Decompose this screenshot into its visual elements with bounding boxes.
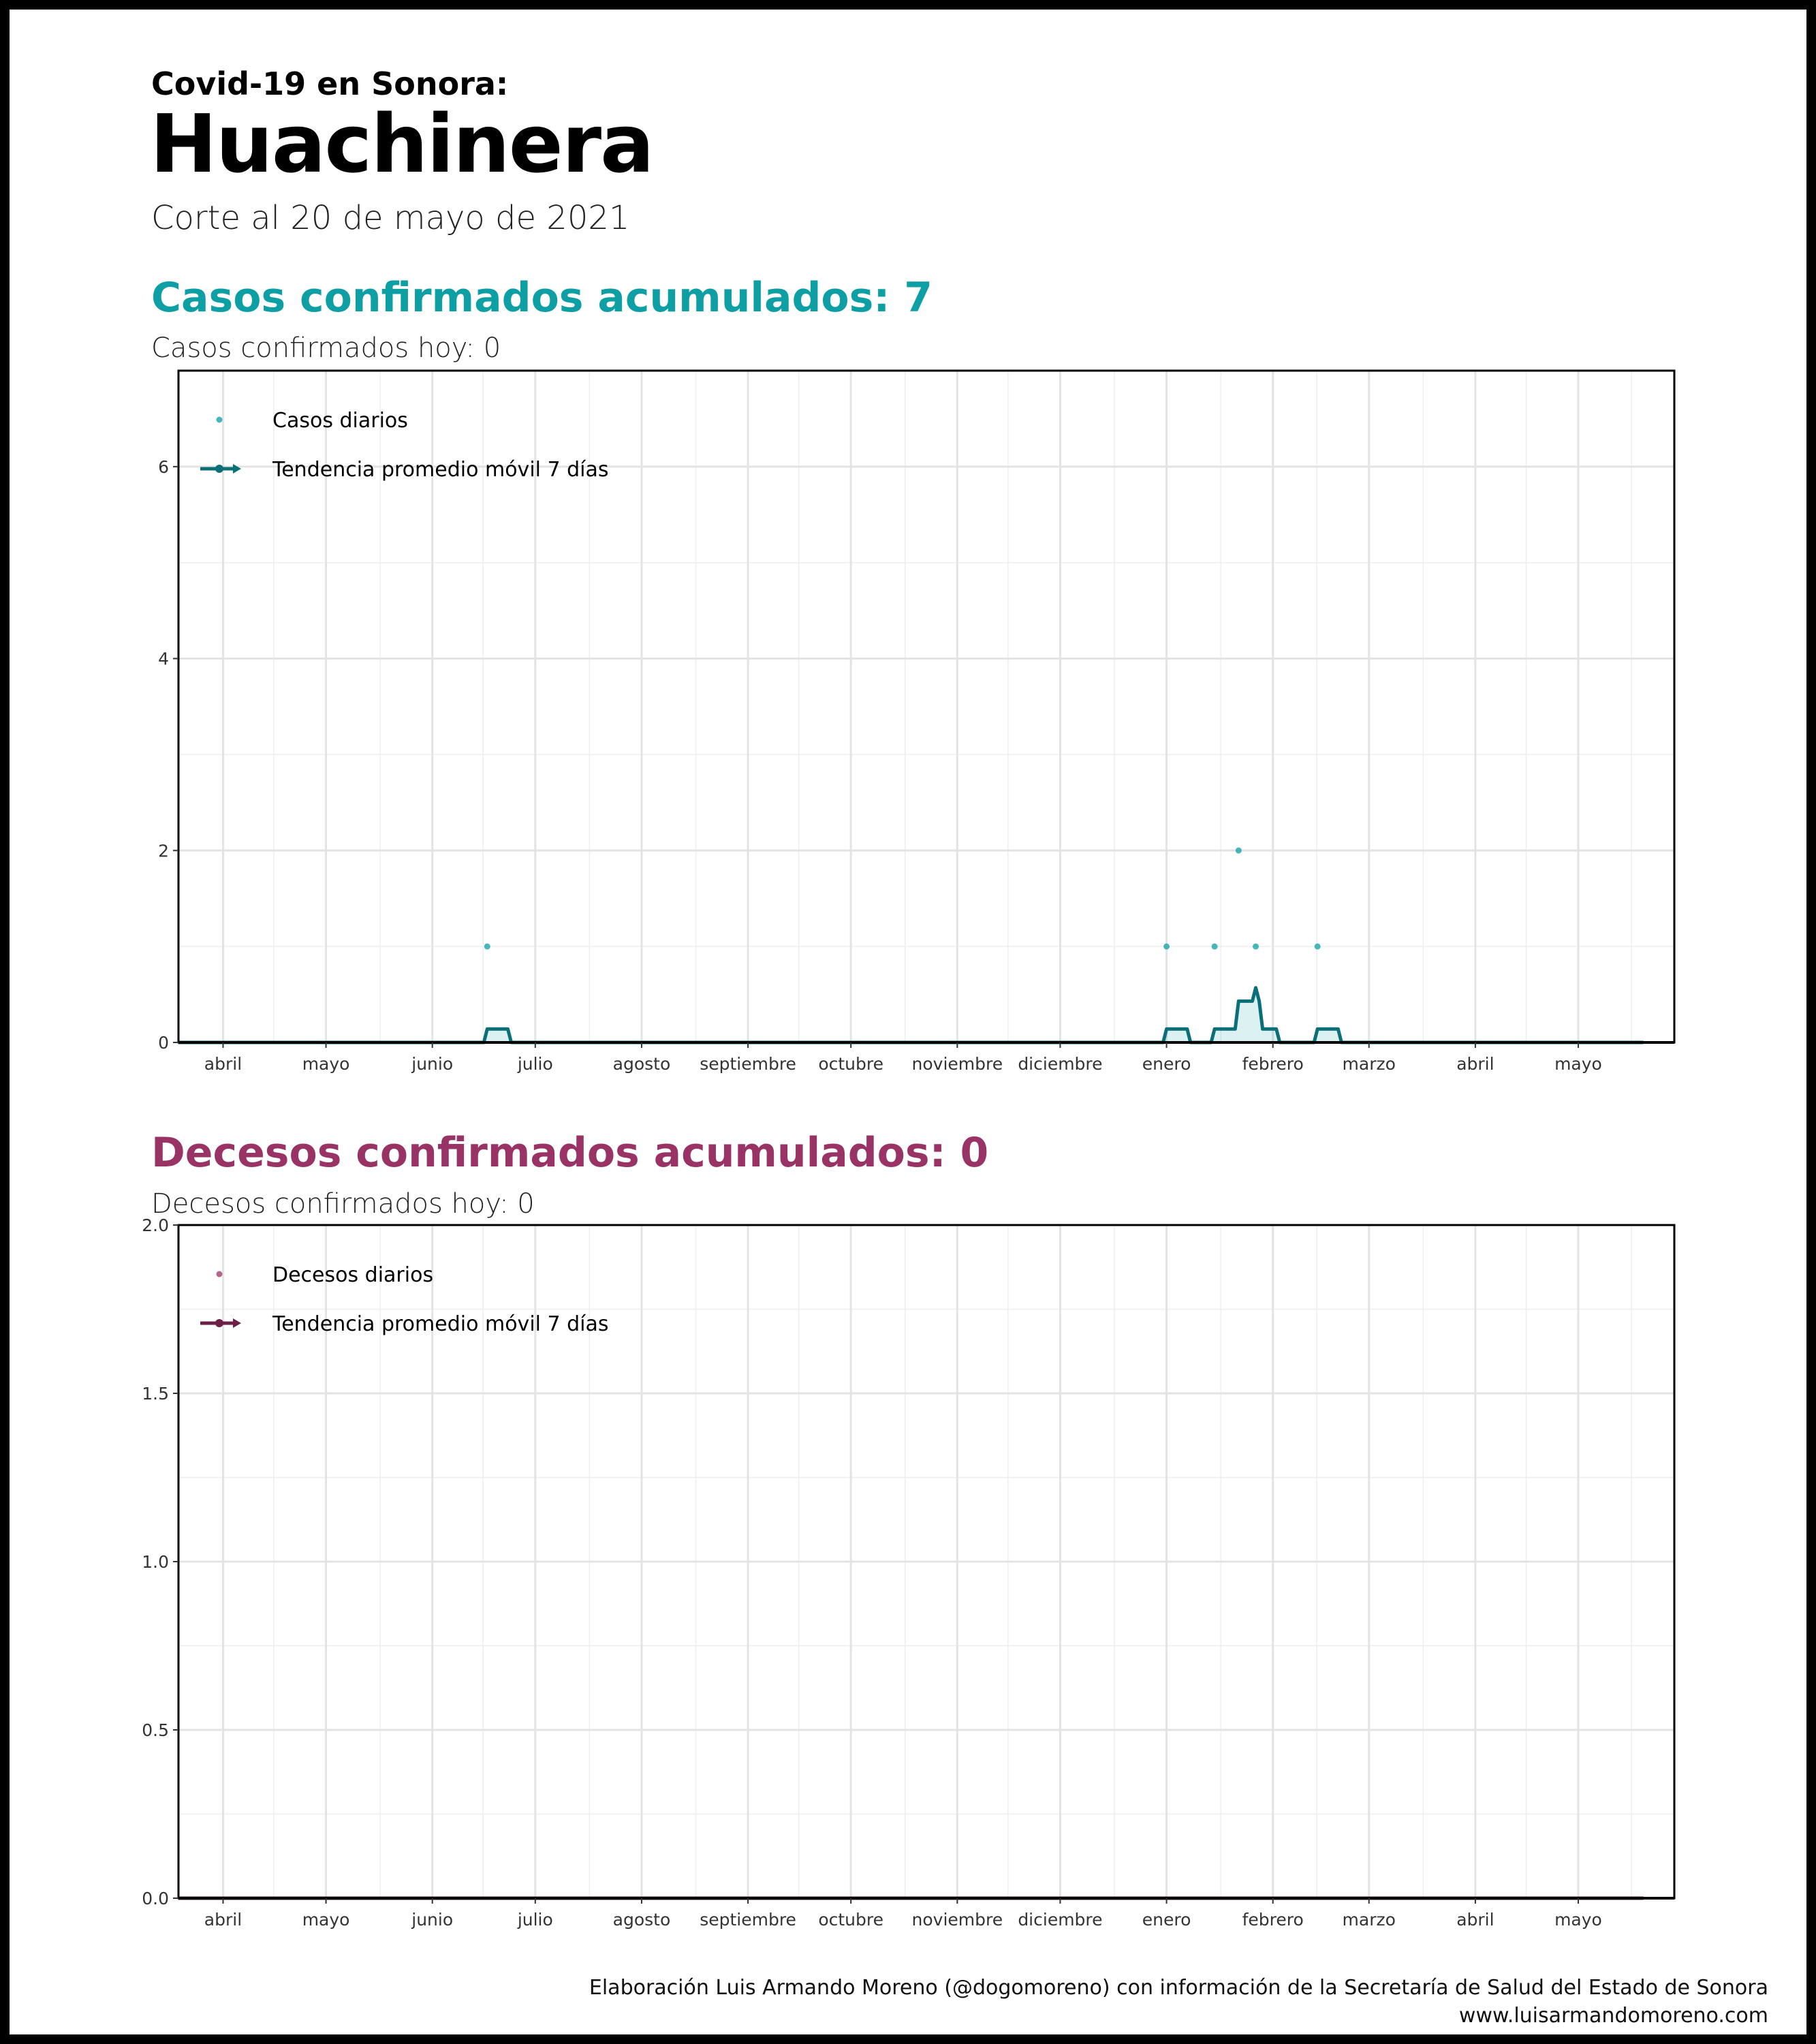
- x-tick-label: septiembre: [700, 1054, 796, 1074]
- legend-label-trend: Tendencia promedio móvil 7 días: [272, 458, 609, 482]
- x-tick-label: noviembre: [912, 1054, 1003, 1074]
- x-tick-label: septiembre: [700, 1910, 796, 1930]
- x-tick-label: mayo: [1554, 1910, 1602, 1930]
- legend-point-key: [216, 1271, 223, 1278]
- legend-label-trend: Tendencia promedio móvil 7 días: [272, 1312, 609, 1336]
- legend: Casos diarios Tendencia promedio móvil 7 …: [200, 409, 609, 482]
- data-point: [1253, 943, 1259, 950]
- data-point: [1314, 943, 1321, 950]
- x-tick-label: julio: [517, 1054, 553, 1074]
- y-tick-label: 2.0: [142, 1215, 169, 1235]
- grid: [178, 370, 1674, 1044]
- y-tick-label: 0.0: [142, 1889, 169, 1908]
- data-point: [1163, 943, 1170, 950]
- y-tick-label: 6: [158, 457, 169, 477]
- cutoff-date: Corte al 20 de mayo de 2021: [151, 199, 630, 237]
- legend-label-points: Casos diarios: [272, 409, 408, 433]
- credit-line: Elaboración Luis Armando Moreno (@dogomo…: [589, 1976, 1768, 2000]
- x-tick-label: octubre: [818, 1054, 883, 1074]
- data-point: [484, 943, 490, 950]
- x-tick-label: abril: [204, 1054, 242, 1074]
- x-tick-label: mayo: [1554, 1054, 1602, 1074]
- x-tick-label: agosto: [613, 1054, 671, 1074]
- x-tick-label: noviembre: [912, 1910, 1003, 1930]
- y-tick-label: 0: [158, 1033, 169, 1053]
- legend-line-dot: [215, 1319, 223, 1327]
- x-tick-label: febrero: [1242, 1054, 1304, 1074]
- x-tick-label: mayo: [302, 1910, 350, 1930]
- x-tick-label: febrero: [1242, 1910, 1304, 1930]
- x-tick-label: junio: [411, 1910, 453, 1930]
- credit-url: www.luisarmandomoreno.com: [1458, 2004, 1768, 2028]
- x-tick-label: marzo: [1343, 1910, 1396, 1930]
- data-point: [1235, 847, 1242, 854]
- x-tick-label: abril: [204, 1910, 242, 1930]
- y-tick-label: 2: [158, 841, 169, 861]
- x-tick-label: enero: [1142, 1054, 1191, 1074]
- legend-line-arrow: [233, 1318, 241, 1328]
- page-title: Huachinera: [150, 97, 655, 191]
- x-tick-label: abril: [1456, 1910, 1494, 1930]
- x-tick-label: octubre: [818, 1910, 883, 1930]
- x-tick-label: diciembre: [1018, 1910, 1102, 1930]
- sheet: Covid-19 en Sonora: Huachinera Corte al …: [10, 10, 1806, 2034]
- legend-label-points: Decesos diarios: [272, 1263, 433, 1287]
- y-tick-label: 1.5: [142, 1384, 169, 1404]
- cases-today: Casos confirmados hoy: 0: [151, 332, 501, 364]
- x-tick-label: enero: [1142, 1910, 1191, 1930]
- x-tick-label: julio: [517, 1910, 553, 1930]
- legend-line-arrow: [233, 464, 241, 474]
- y-tick-label: 0.5: [142, 1720, 169, 1740]
- x-tick-label: junio: [411, 1054, 453, 1074]
- page-subtitle: Covid-19 en Sonora:: [151, 65, 509, 102]
- y-tick-label: 1.0: [142, 1552, 169, 1572]
- legend-line-dot: [215, 465, 223, 473]
- x-tick-label: mayo: [302, 1054, 350, 1074]
- x-tick-label: marzo: [1343, 1054, 1396, 1074]
- deaths-heading: Decesos confirmados acumulados: 0: [151, 1129, 989, 1177]
- deaths-today: Decesos confirmados hoy: 0: [151, 1188, 535, 1220]
- y-tick-label: 4: [158, 649, 169, 669]
- x-tick-label: diciembre: [1018, 1054, 1102, 1074]
- legend: Decesos diarios Tendencia promedio móvil …: [200, 1263, 609, 1336]
- x-tick-label: agosto: [613, 1910, 671, 1930]
- legend-point-key: [216, 416, 223, 423]
- trend-line: [178, 986, 1644, 1044]
- cases-heading: Casos confirmados acumulados: 7: [151, 274, 933, 322]
- data-point: [1211, 943, 1218, 950]
- x-tick-label: abril: [1456, 1054, 1494, 1074]
